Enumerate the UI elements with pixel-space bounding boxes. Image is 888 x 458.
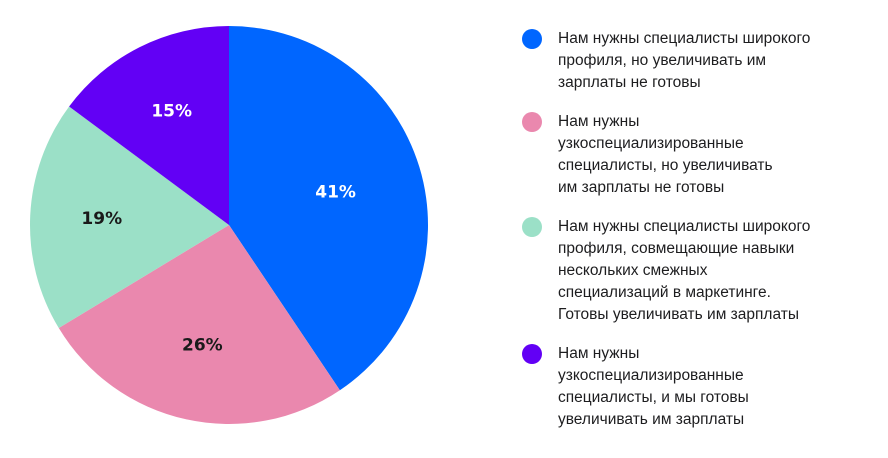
legend-dot-icon [522, 217, 542, 237]
legend-label: Нам нужны специалисты широкого профиля, … [558, 30, 811, 91]
legend-label: Нам нужны узкоспециализированные специал… [558, 113, 773, 196]
legend-item: Нам нужны узкоспециализированные специал… [522, 111, 872, 199]
pie-labels: 41% 26% 19% 15% [81, 101, 356, 355]
slice-percent-label: 19% [81, 209, 122, 229]
pie-slices [29, 26, 429, 425]
pie-chart: 41% 26% 19% 15% [29, 26, 429, 425]
legend-label: Нам нужны специалисты широкого профиля, … [558, 218, 811, 323]
pie-slice [58, 225, 340, 425]
slice-percent-label: 26% [182, 335, 223, 355]
legend-dot-icon [522, 112, 542, 132]
legend-item: Нам нужны узкоспециализированные специал… [522, 343, 872, 431]
legend-dot-icon [522, 344, 542, 364]
pie-slice [229, 26, 429, 391]
pie-slice [29, 106, 229, 329]
legend-dot-icon [522, 29, 542, 49]
legend-item: Нам нужны специалисты широкого профиля, … [522, 28, 872, 94]
legend: Нам нужны специалисты широкого профиля, … [522, 28, 872, 448]
legend-item: Нам нужны специалисты широкого профиля, … [522, 216, 872, 326]
pie-slice [69, 26, 230, 225]
slice-percent-label: 15% [151, 101, 192, 121]
slice-percent-label: 41% [315, 183, 356, 203]
legend-label: Нам нужны узкоспециализированные специал… [558, 345, 749, 428]
